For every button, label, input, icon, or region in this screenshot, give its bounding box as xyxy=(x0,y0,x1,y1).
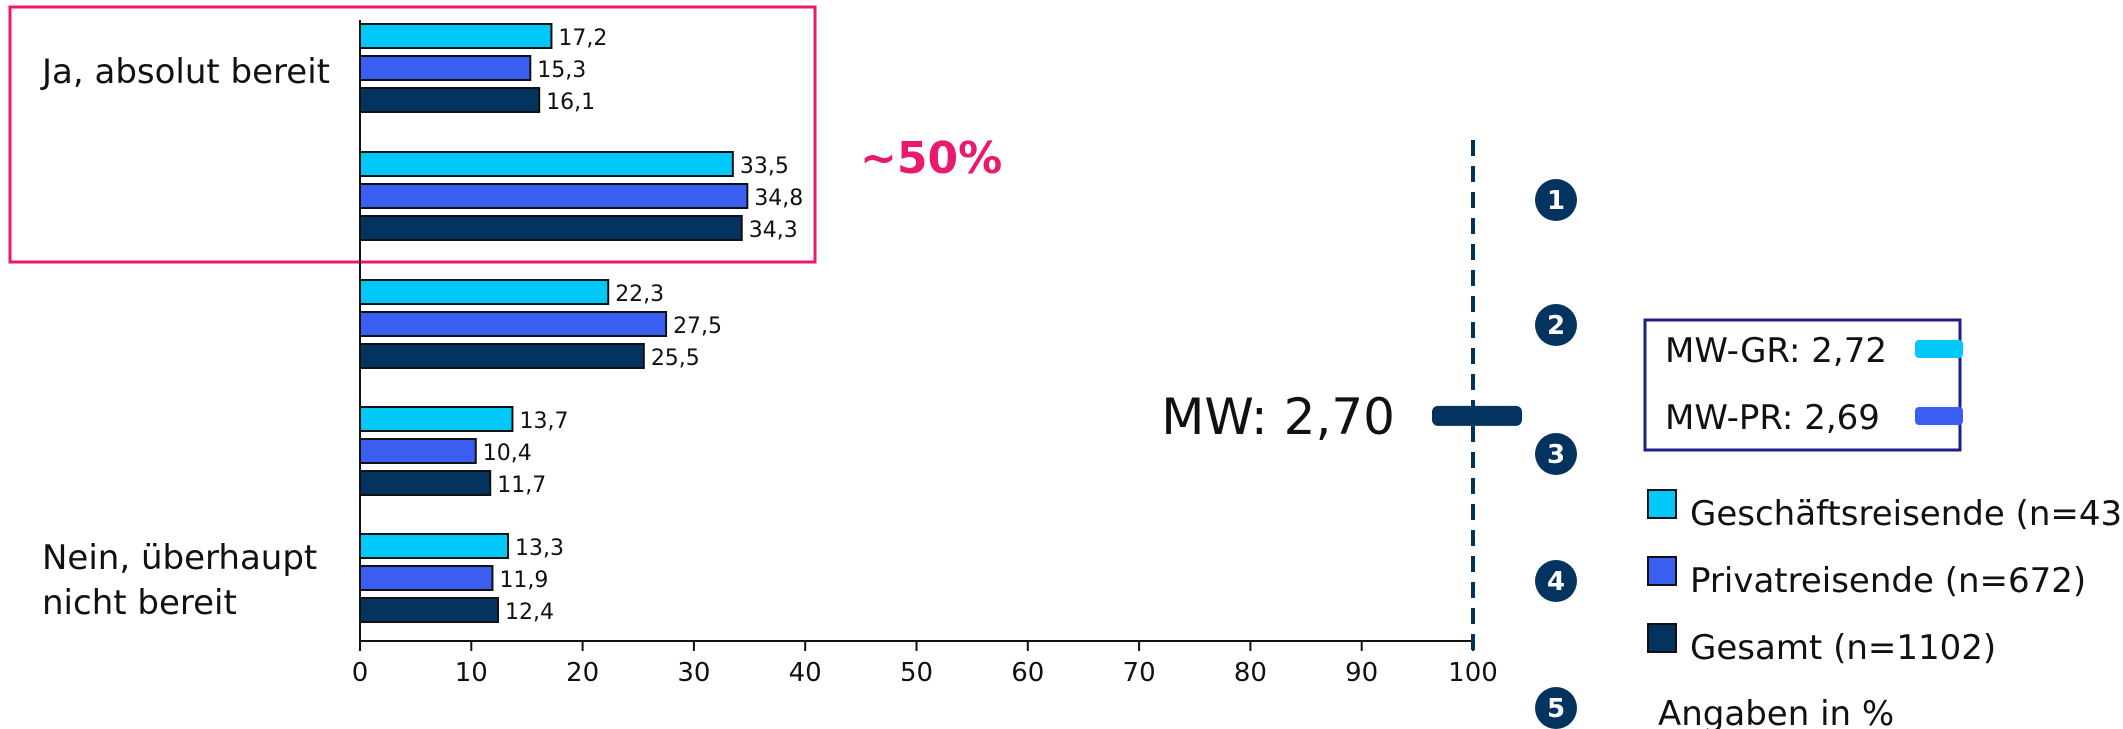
legend-swatch xyxy=(1647,489,1677,519)
x-tick-label: 90 xyxy=(1345,658,1378,688)
bar-value-label: 10,4 xyxy=(483,441,532,466)
bar-1-1 xyxy=(359,23,553,49)
bar-2-3 xyxy=(359,311,668,337)
bar-2-1 xyxy=(359,55,532,81)
scale-marker-4 xyxy=(1535,560,1577,602)
highlight-label: ~50% xyxy=(860,133,1002,184)
bar-value-label: 34,3 xyxy=(749,218,798,243)
bar-value-label: 22,3 xyxy=(615,282,664,307)
legend-swatch xyxy=(1647,556,1677,586)
bar-3-3 xyxy=(359,343,645,369)
scale-marker-1 xyxy=(1535,179,1577,221)
bar-value-label: 13,7 xyxy=(519,409,568,434)
bar-3-5 xyxy=(359,597,500,623)
bar-value-label: 34,8 xyxy=(754,186,803,211)
bar-value-label: 17,2 xyxy=(558,26,607,51)
bar-value-label: 27,5 xyxy=(673,314,722,339)
scale-number: 2 xyxy=(1547,311,1565,341)
scale-number: 3 xyxy=(1547,440,1565,470)
scale-number: 5 xyxy=(1547,694,1565,724)
bar-value-label: 11,7 xyxy=(497,473,546,498)
x-tick-label: 10 xyxy=(455,658,488,688)
x-tick-label: 40 xyxy=(789,658,822,688)
highlight-box xyxy=(8,5,817,264)
bar-2-2 xyxy=(359,183,749,209)
bar-value-label: 13,3 xyxy=(515,536,564,561)
mean-legend-swatch xyxy=(1915,407,1963,425)
bar-1-2 xyxy=(359,151,734,177)
bar-value-label: 12,4 xyxy=(505,600,554,625)
category-label: Nein, überhaupt nicht bereit xyxy=(42,538,317,623)
x-tick-label: 50 xyxy=(900,658,933,688)
scale-number: 4 xyxy=(1547,567,1565,597)
bar-value-label: 15,3 xyxy=(537,58,586,83)
scale-number: 1 xyxy=(1547,186,1565,216)
scale-marker-3 xyxy=(1535,433,1577,475)
x-tick-label: 70 xyxy=(1123,658,1156,688)
category-label: Ja, absolut bereit xyxy=(40,52,330,92)
x-tick-label: 30 xyxy=(677,658,710,688)
mean-legend-label: MW-PR: 2,69 xyxy=(1665,398,1880,438)
x-tick-label: 100 xyxy=(1448,658,1498,688)
unit-note: Angaben in % xyxy=(1658,694,1894,729)
x-tick-label: 0 xyxy=(352,658,369,688)
x-tick-label: 80 xyxy=(1234,658,1267,688)
bar-value-label: 33,5 xyxy=(740,154,789,179)
bar-value-label: 11,9 xyxy=(499,568,548,593)
bar-value-label: 25,5 xyxy=(651,346,700,371)
legend-label: Geschäftsreisende (n=430) xyxy=(1690,494,2123,534)
bar-3-1 xyxy=(359,87,541,113)
legend-label: Gesamt (n=1102) xyxy=(1690,628,1996,668)
bar-3-2 xyxy=(359,215,743,241)
bar-value-label: 16,1 xyxy=(546,90,595,115)
bar-1-5 xyxy=(359,533,510,559)
mean-legend-box xyxy=(1643,318,1962,452)
scale-marker-2 xyxy=(1535,304,1577,346)
bar-2-4 xyxy=(359,438,477,464)
bar-2-5 xyxy=(359,565,494,591)
mean-legend-swatch xyxy=(1915,340,1963,358)
mean-marker xyxy=(1432,405,1522,426)
bar-1-3 xyxy=(359,279,610,305)
bar-3-4 xyxy=(359,470,492,496)
scale-marker-5 xyxy=(1535,687,1577,729)
legend-swatch xyxy=(1647,623,1677,653)
legend-label: Privatreisende (n=672) xyxy=(1690,561,2086,601)
x-tick-label: 20 xyxy=(566,658,599,688)
mean-legend-label: MW-GR: 2,72 xyxy=(1665,331,1887,371)
mean-label: MW: 2,70 xyxy=(1161,388,1395,446)
x-tick-label: 60 xyxy=(1011,658,1044,688)
bar-1-4 xyxy=(359,406,514,432)
